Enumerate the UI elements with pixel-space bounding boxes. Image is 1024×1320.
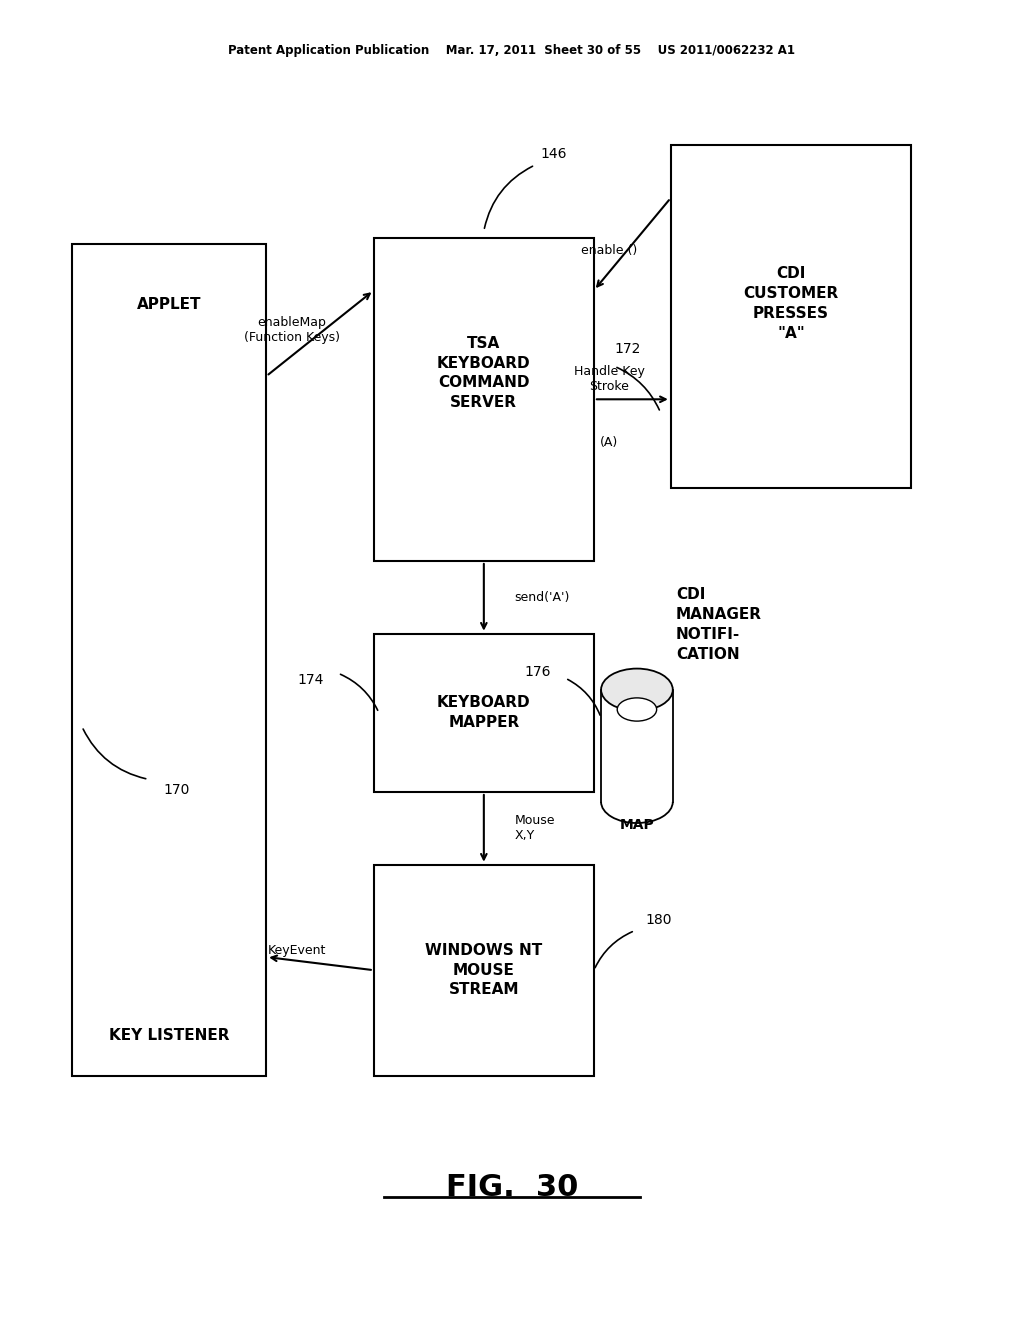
- Text: 174: 174: [297, 673, 324, 686]
- Text: FIG.  30: FIG. 30: [445, 1173, 579, 1203]
- Ellipse shape: [601, 668, 673, 710]
- Text: 146: 146: [541, 148, 566, 161]
- Text: send('A'): send('A'): [514, 591, 570, 603]
- FancyBboxPatch shape: [671, 145, 911, 488]
- FancyBboxPatch shape: [601, 689, 673, 801]
- Text: 180: 180: [645, 913, 672, 927]
- FancyBboxPatch shape: [374, 238, 594, 561]
- Text: enableMap
(Function Keys): enableMap (Function Keys): [244, 315, 340, 345]
- Text: KEYBOARD
MAPPER: KEYBOARD MAPPER: [437, 696, 530, 730]
- Text: 170: 170: [164, 783, 190, 797]
- Text: Patent Application Publication    Mar. 17, 2011  Sheet 30 of 55    US 2011/00622: Patent Application Publication Mar. 17, …: [228, 44, 796, 57]
- Text: Handle Key
Stroke: Handle Key Stroke: [573, 364, 645, 393]
- FancyBboxPatch shape: [374, 634, 594, 792]
- Text: CDI
CUSTOMER
PRESSES
"A": CDI CUSTOMER PRESSES "A": [743, 267, 839, 341]
- Text: (A): (A): [600, 436, 618, 449]
- Text: KeyEvent: KeyEvent: [267, 944, 327, 957]
- Ellipse shape: [617, 698, 656, 721]
- Text: Mouse
X,Y: Mouse X,Y: [514, 814, 555, 842]
- Text: 172: 172: [614, 342, 641, 356]
- Text: TSA
KEYBOARD
COMMAND
SERVER: TSA KEYBOARD COMMAND SERVER: [437, 335, 530, 411]
- Text: CDI
MANAGER
NOTIFI-
CATION: CDI MANAGER NOTIFI- CATION: [676, 587, 762, 661]
- Text: WINDOWS NT
MOUSE
STREAM: WINDOWS NT MOUSE STREAM: [425, 942, 543, 998]
- Text: KEY LISTENER: KEY LISTENER: [109, 1028, 229, 1043]
- Text: MAP: MAP: [620, 817, 654, 832]
- FancyBboxPatch shape: [72, 244, 266, 1076]
- Text: enable (): enable (): [582, 244, 637, 257]
- FancyBboxPatch shape: [374, 865, 594, 1076]
- Text: 176: 176: [524, 664, 551, 678]
- Text: APPLET: APPLET: [137, 297, 201, 312]
